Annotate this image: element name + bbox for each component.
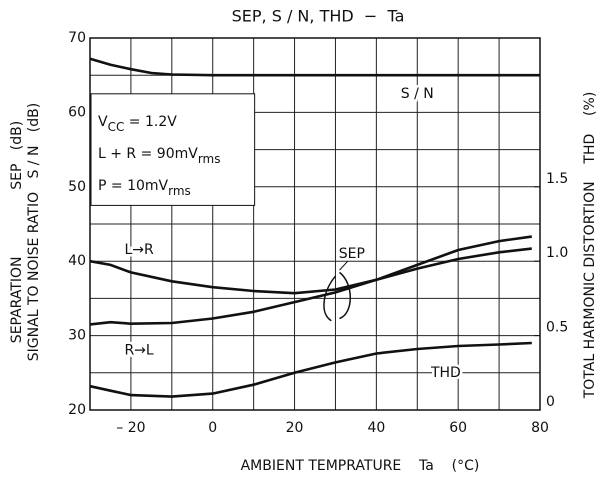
y2-tick-label: 0.5 — [546, 320, 568, 336]
sep-bracket — [323, 271, 352, 322]
y-tick-label: 30 — [68, 328, 86, 344]
curve-label: S / N — [401, 86, 434, 102]
y-tick-label: 20 — [68, 402, 86, 418]
y-axis-label: SEPARATION SEP (dB) — [9, 121, 25, 343]
curve-label: THD — [430, 365, 461, 381]
series-line — [89, 57, 540, 77]
y-tick-label: 70 — [68, 30, 86, 46]
y-tick-label: 50 — [68, 179, 86, 195]
condition-part: P = 10mV — [98, 178, 169, 194]
series-line — [89, 247, 532, 295]
condition-text: P = 10mVrms — [98, 178, 191, 198]
y-tick-label: 60 — [68, 104, 86, 120]
condition-sub: rms — [198, 151, 221, 165]
x-tick-label: 40 — [367, 420, 385, 436]
series-line — [89, 235, 532, 326]
x-tick-label: – 20 — [116, 420, 145, 436]
series-line — [89, 341, 532, 398]
y2-tick-label: 1.0 — [546, 245, 568, 261]
y2-tick-label: 0 — [546, 394, 555, 410]
y2-axis-label: TOTAL HARMONIC DISTORTION THD (%) — [582, 92, 598, 400]
condition-part: L + R = 90mV — [98, 146, 198, 162]
condition-part: = 1.2V — [124, 114, 177, 130]
condition-text: VCC = 1.2V — [98, 114, 177, 134]
plot-frame — [89, 37, 541, 411]
curve-label: R→L — [124, 342, 153, 358]
curve-label: SEP — [339, 246, 365, 262]
x-tick-label: 20 — [286, 420, 304, 436]
x-axis-label: AMBIENT TEMPRATURE Ta (°C) — [241, 458, 480, 474]
chart-title: SEP, S / N, THD − Ta — [232, 7, 405, 26]
condition-part: V — [98, 114, 108, 130]
condition-text: L + R = 90mVrms — [98, 146, 221, 166]
sep-leader — [339, 260, 349, 271]
y-axis-label: SIGNAL TO NOISE RATIO S / N (dB) — [26, 103, 42, 361]
condition-sub: CC — [108, 119, 125, 133]
x-tick-label: 80 — [531, 420, 549, 436]
x-tick-label: 0 — [208, 420, 217, 436]
y2-tick-label: 1.5 — [546, 171, 568, 187]
x-tick-label: 60 — [449, 420, 467, 436]
curve-label: L→R — [124, 242, 154, 258]
y-tick-label: 40 — [68, 253, 86, 269]
condition-sub: rms — [168, 183, 191, 197]
conditions-box — [90, 93, 256, 206]
